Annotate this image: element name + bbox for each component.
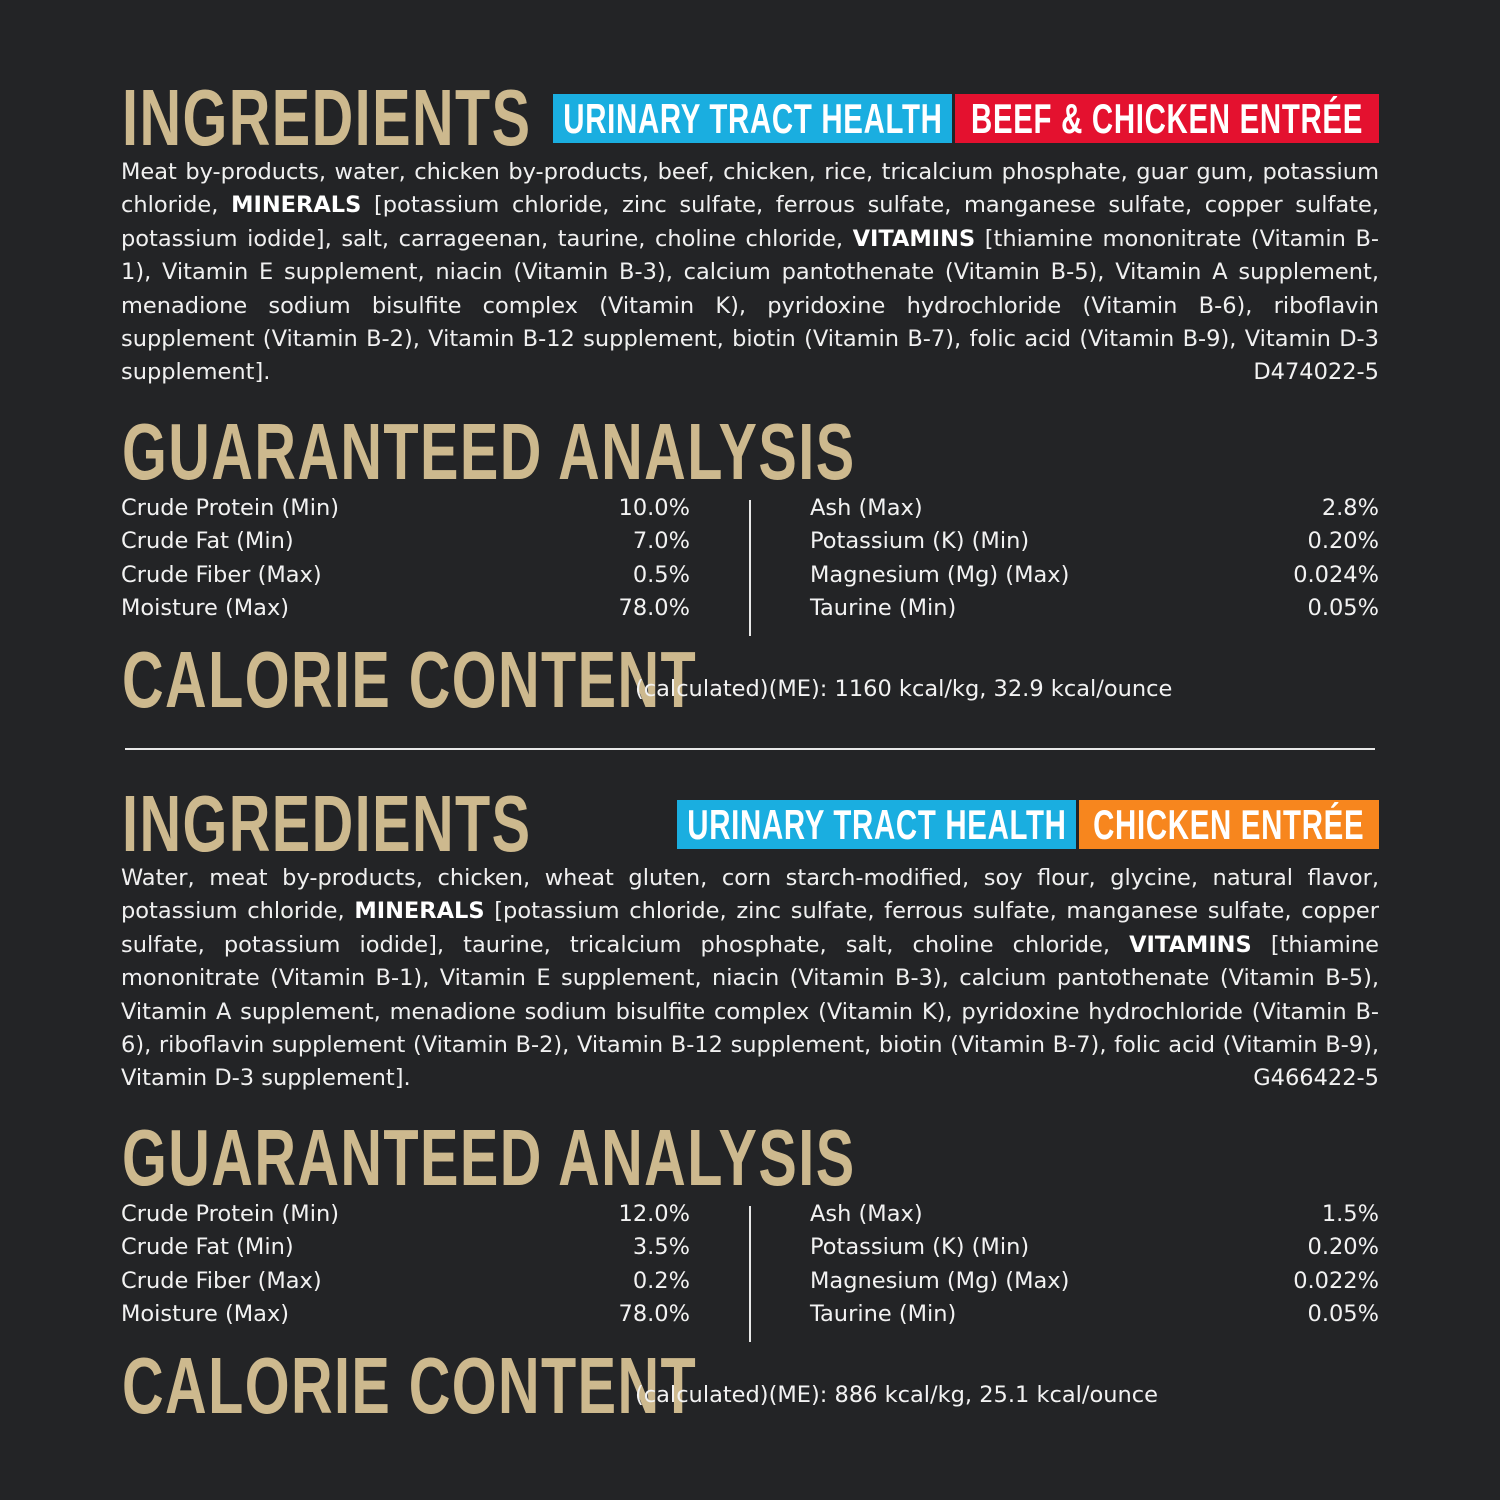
nutrient-label: Magnesium (Mg) (Max) [810,1267,1070,1294]
nutrient-label: Crude Fiber (Max) [121,1267,322,1294]
nutrient-value: 78.0% [618,595,690,622]
analysis-row: Ash (Max) 2.8% [810,492,1379,525]
ingredients-text: [thiamine mononitrate (Vitamin B-1), Vit… [121,225,1380,386]
ingredients-text: [potassium chloride, zinc sulfate, ferro… [121,898,1380,958]
analysis-row: Ash (Max) 1.5% [810,1198,1379,1231]
ingredients-list: Meat by-products, water, chicken by-prod… [121,156,1379,390]
calorie-heading: CALORIE CONTENT [122,1341,698,1430]
nutrient-value: 0.022% [1293,1267,1379,1294]
analysis-row: Magnesium (Mg) (Max) 0.022% [810,1265,1379,1298]
minerals-label: MINERALS [354,898,485,925]
nutrient-value: 2.8% [1321,495,1379,521]
ingredients-heading: INGREDIENTS [122,779,532,868]
flavor-badge: BEEF & CHICKEN ENTRÉE [955,94,1379,143]
analysis-row: Magnesium (Mg) (Max) 0.024% [810,559,1379,592]
analysis-row: Taurine (Min) 0.05% [810,592,1379,625]
nutrient-label: Ash (Max) [810,1201,923,1227]
nutrient-label: Taurine (Min) [810,1301,957,1328]
nutrient-label: Crude Fat (Min) [121,528,294,555]
ingredients-list: Water, meat by-products, chicken, wheat … [121,862,1379,1096]
calorie-heading: CALORIE CONTENT [122,635,698,724]
analysis-row: Crude Fiber (Max) 0.2% [121,1265,690,1298]
ingredients-text: [potassium chloride, zinc sulfate, ferro… [121,192,1379,252]
nutrient-value: 0.20% [1307,1234,1379,1261]
analysis-heading: GUARANTEED ANALYSIS [122,1113,856,1202]
analysis-right-column: Ash (Max) 2.8% Potassium (K) (Min) 0.20% Mag… [810,492,1379,626]
analysis-heading: GUARANTEED ANALYSIS [122,407,856,496]
nutrient-value: 3.5% [632,1234,690,1261]
nutrient-value: 0.05% [1307,1301,1379,1328]
nutrient-label: Crude Protein (Min) [121,495,340,521]
analysis-row: Taurine (Min) 0.05% [810,1298,1379,1331]
ingredients-text: Water, meat by-products, chicken, wheat … [121,865,1379,925]
guaranteed-analysis-table: Crude Protein (Min) 12.0% Crude Fat (Min) 3… [121,1198,1379,1348]
nutrient-value: 0.20% [1307,528,1379,555]
analysis-row: Moisture (Max) 78.0% [121,1298,690,1331]
nutrient-label: Crude Fat (Min) [121,1234,294,1261]
analysis-row: Crude Fiber (Max) 0.5% [121,559,690,592]
guaranteed-analysis-table: Crude Protein (Min) 10.0% Crude Fat (Min) 7… [121,492,1379,642]
product-code: D474022-5 [1253,359,1379,385]
nutrient-label: Crude Fiber (Max) [121,561,322,588]
analysis-left-column: Crude Protein (Min) 10.0% Crude Fat (Min) 7… [121,492,690,626]
flavor-badge-label: CHICKEN ENTRÉE [1093,800,1365,848]
nutrient-label: Moisture (Max) [121,1301,290,1328]
health-badge-label: URINARY TRACT HEALTH [562,94,943,142]
section-divider [125,748,1375,750]
nutrient-label: Magnesium (Mg) (Max) [810,561,1070,588]
product-badges: URINARY TRACT HEALTH CHICKEN ENTRÉE [677,800,1379,849]
product-code: G466422-5 [1253,1065,1379,1091]
analysis-row: Crude Protein (Min) 12.0% [121,1198,690,1231]
health-badge-label: URINARY TRACT HEALTH [686,800,1067,848]
analysis-row: Crude Fat (Min) 7.0% [121,525,690,558]
product-section: INGREDIENTS URINARY TRACT HEALTH BEEF & … [0,0,1500,720]
nutrient-label: Taurine (Min) [810,595,957,622]
ingredients-text: Meat by-products, water, chicken by-prod… [121,159,1379,219]
flavor-badge-label: BEEF & CHICKEN ENTRÉE [970,94,1364,142]
nutrient-value: 10.0% [618,495,690,521]
minerals-label: MINERALS [231,192,362,219]
ingredients-text: [thiamine mononitrate (Vitamin B-1), Vit… [121,931,1379,1092]
flavor-badge: CHICKEN ENTRÉE [1079,800,1379,849]
nutrient-value: 0.2% [632,1267,690,1294]
analysis-row: Potassium (K) (Min) 0.20% [810,1231,1379,1264]
nutrient-value: 0.5% [632,561,690,588]
nutrient-value: 1.5% [1321,1201,1379,1227]
calorie-text: (calculated)(ME): 1160 kcal/kg, 32.9 kca… [635,676,1173,702]
analysis-right-column: Ash (Max) 1.5% Potassium (K) (Min) 0.20% Mag… [810,1198,1379,1332]
nutrient-label: Potassium (K) (Min) [810,528,1030,555]
health-badge: URINARY TRACT HEALTH [677,800,1076,849]
analysis-row: Crude Protein (Min) 10.0% [121,492,690,525]
nutrient-value: 12.0% [618,1201,690,1227]
nutrient-value: 0.024% [1293,561,1379,588]
health-badge: URINARY TRACT HEALTH [553,94,952,143]
analysis-row: Crude Fat (Min) 3.5% [121,1231,690,1264]
product-section: INGREDIENTS URINARY TRACT HEALTH CHICKEN… [0,706,1500,1426]
nutrient-label: Moisture (Max) [121,595,290,622]
nutrient-value: 7.0% [632,528,690,555]
analysis-row: Potassium (K) (Min) 0.20% [810,525,1379,558]
vitamins-label: VITAMINS [1129,931,1252,958]
vitamins-label: VITAMINS [852,225,976,252]
nutrient-value: 0.05% [1307,595,1379,622]
ingredients-heading: INGREDIENTS [122,73,532,162]
nutrient-label: Ash (Max) [810,495,923,521]
nutrient-label: Potassium (K) (Min) [810,1234,1030,1261]
column-divider [749,500,751,636]
analysis-left-column: Crude Protein (Min) 12.0% Crude Fat (Min) 3… [121,1198,690,1332]
product-badges: URINARY TRACT HEALTH BEEF & CHICKEN ENTR… [553,94,1379,143]
column-divider [749,1206,751,1342]
nutrient-label: Crude Protein (Min) [121,1201,340,1227]
analysis-row: Moisture (Max) 78.0% [121,592,690,625]
calorie-text: (calculated)(ME): 886 kcal/kg, 25.1 kcal… [635,1382,1159,1408]
nutrient-value: 78.0% [618,1301,690,1328]
